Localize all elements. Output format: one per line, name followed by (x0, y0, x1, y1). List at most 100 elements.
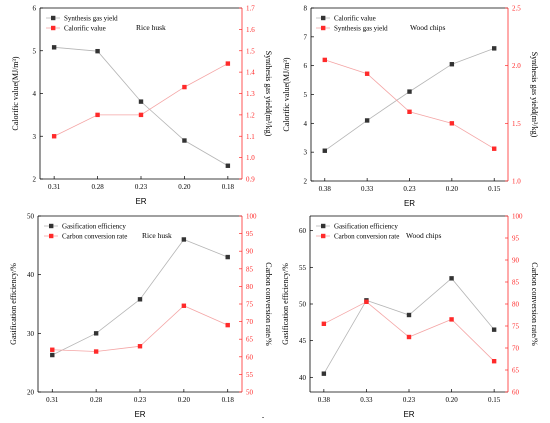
data-point-black (181, 237, 187, 242)
right-tick-label: 1.3 (246, 90, 255, 98)
data-point-black (225, 254, 230, 260)
left-axis-title: Calorific value(MJ/m³) (11, 56, 20, 130)
right-tick-label: 1.4 (246, 69, 255, 77)
x-tick-label: 0.38 (319, 185, 332, 193)
legend-marker (51, 25, 56, 31)
right-tick-label: 1.6 (246, 26, 255, 34)
series-line-red (324, 59, 495, 150)
left-tick-label: 3 (304, 149, 308, 157)
panel-annotation: Wood chips (406, 231, 442, 240)
right-tick-label: 50 (246, 389, 254, 397)
x-tick-label: 0.23 (134, 396, 147, 404)
right-tick-label: 1.2 (246, 111, 255, 119)
legend-label: Synthesis gas yield (334, 25, 388, 33)
data-point-red (449, 317, 454, 322)
x-axis-title: ER (404, 199, 415, 208)
left-tick-label: 7 (304, 33, 308, 41)
right-tick-label: 1.1 (246, 133, 255, 141)
left-axis-title: Gasification efficiency/% (281, 263, 290, 345)
legend-marker (49, 223, 54, 229)
left-tick-label: 60 (299, 227, 307, 235)
right-tick-label: 75 (246, 301, 254, 309)
data-point-black (225, 163, 231, 168)
data-point-black (95, 48, 100, 54)
data-point-red (225, 61, 231, 66)
x-tick-label: 0.18 (222, 396, 235, 404)
data-point-red (364, 71, 370, 76)
right-tick-label: 70 (246, 318, 254, 326)
data-point-black (407, 89, 412, 94)
data-point-red (93, 349, 99, 354)
x-tick-label: 0.18 (222, 183, 235, 191)
data-point-red (182, 84, 187, 90)
right-axis-title: Synthesis gas yield(m³/kg) (530, 52, 539, 138)
data-point-red (225, 322, 230, 328)
data-point-red (321, 321, 327, 326)
left-tick-label: 40 (27, 271, 35, 279)
right-axis-title: Carbon conversion rate/% (530, 262, 539, 346)
x-tick-label: 0.15 (488, 185, 501, 193)
right-axis-title: Carbon conversion rate/% (264, 262, 273, 346)
data-point-red (449, 121, 455, 126)
data-point-red (95, 112, 100, 118)
left-tick-label: 8 (304, 5, 308, 13)
data-point-black (138, 99, 144, 104)
x-tick-label: 0.20 (446, 185, 459, 193)
right-tick-label: 90 (512, 257, 520, 265)
x-tick-label: 0.23 (403, 185, 416, 193)
right-tick-label: 60 (246, 353, 254, 361)
right-tick-label: 1.5 (246, 47, 255, 55)
data-point-black (492, 46, 497, 51)
x-tick-label: 0.15 (488, 396, 501, 404)
series-line-black (54, 46, 229, 167)
legend-marker (321, 15, 326, 21)
x-tick-label: 0.31 (46, 396, 59, 404)
panel-annotation: Rice husk (142, 231, 172, 240)
right-tick-label: 1.7 (246, 5, 255, 13)
legend-marker (321, 233, 326, 239)
left-tick-label: 5 (33, 47, 37, 55)
left-tick-label: 50 (27, 213, 35, 221)
series-line-black (324, 47, 495, 152)
x-tick-label: 0.20 (178, 183, 191, 191)
left-tick-label: 2 (304, 178, 308, 186)
left-tick-label: 3 (33, 133, 37, 141)
left-tick-label: 45 (299, 337, 307, 345)
right-tick-label: 1.0 (246, 154, 255, 162)
data-point-black (50, 352, 55, 358)
panel-annotation: Rice husk (136, 23, 166, 32)
data-point-black (364, 118, 370, 123)
left-axis-title: Calorific value(MJ/m³) (282, 57, 291, 131)
x-tick-label: 0.23 (403, 396, 416, 404)
data-point-red (137, 344, 143, 349)
data-point-black (449, 62, 455, 67)
data-point-black (406, 312, 412, 318)
right-tick-label: 90 (246, 248, 254, 256)
left-tick-label: 5 (304, 91, 308, 99)
data-point-black (449, 276, 454, 281)
x-tick-label: 0.38 (318, 396, 331, 404)
data-point-red (491, 359, 497, 364)
left-tick-label: 6 (304, 62, 308, 70)
right-tick-label: 95 (246, 230, 254, 238)
legend-marker (51, 15, 56, 21)
legend-label: Calorific value (334, 15, 376, 23)
legend-label: Gasification efficiency (62, 223, 126, 231)
right-tick-label: 1.5 (512, 120, 521, 128)
right-tick-label: 100 (512, 213, 523, 221)
right-tick-label: 100 (246, 213, 257, 221)
right-tick-label: 85 (512, 279, 520, 287)
x-tick-label: 0.31 (48, 183, 61, 191)
right-tick-label: 70 (512, 345, 520, 353)
legend-label: Carbon conversion rate (334, 233, 399, 241)
left-tick-label: 4 (33, 90, 37, 98)
data-point-black (51, 45, 57, 50)
right-tick-label: 0.9 (246, 176, 255, 184)
data-point-black (137, 297, 143, 302)
data-point-red (50, 347, 55, 352)
right-axis-title: Synthesis gas yield(m³/kg) (264, 51, 273, 137)
left-tick-label: 50 (299, 301, 307, 309)
left-tick-label: 40 (299, 374, 307, 382)
data-point-red (364, 299, 369, 304)
